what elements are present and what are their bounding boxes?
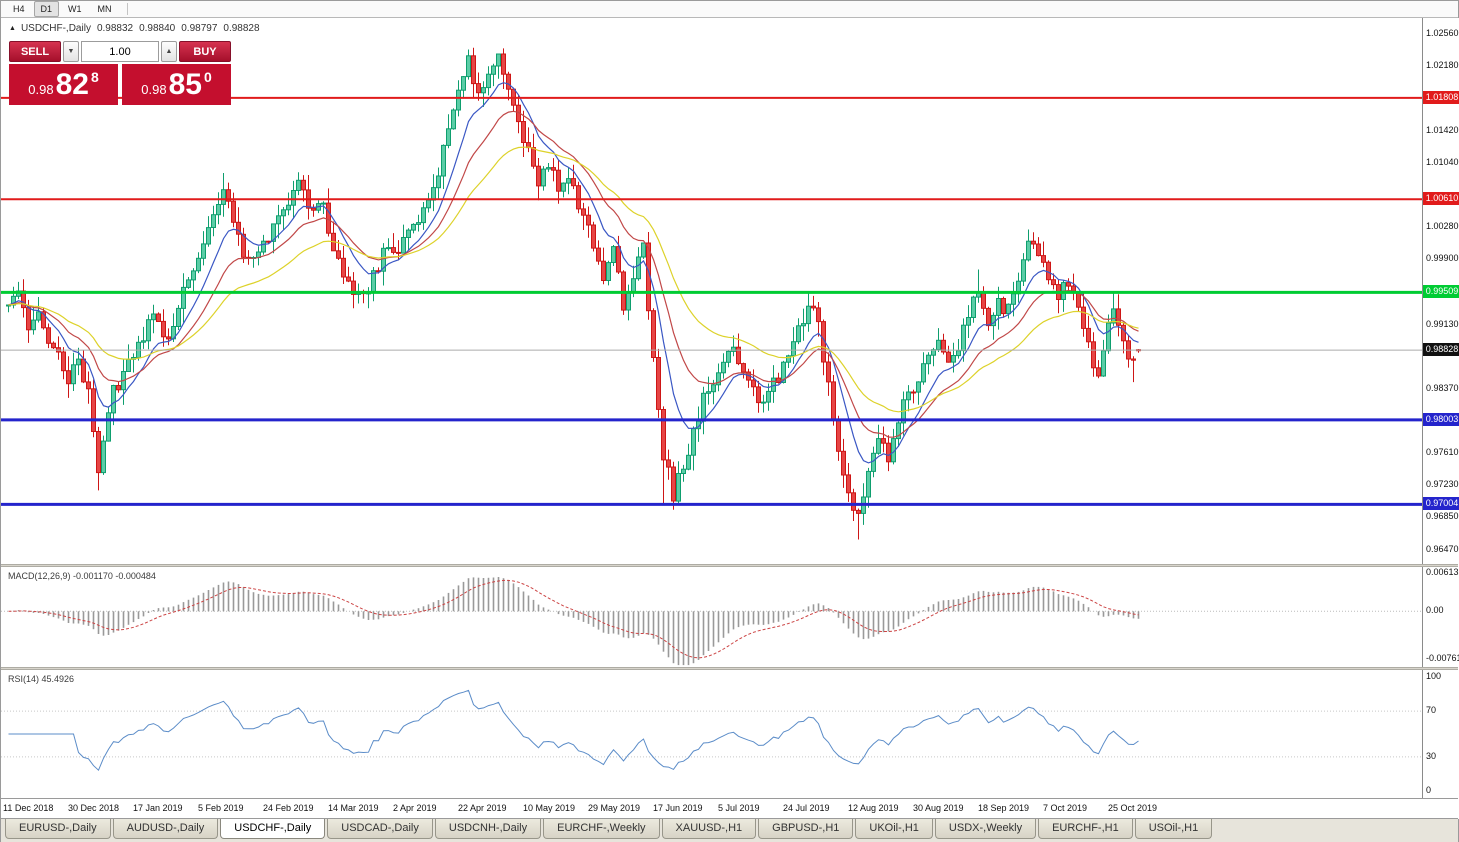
- date-tick-label: 7 Oct 2019: [1043, 803, 1088, 813]
- price-tick-label: 1.02180: [1426, 60, 1459, 71]
- chevron-down-icon: ▼: [67, 48, 75, 55]
- chart-symbol: USDCHF-,Daily: [20, 23, 91, 34]
- price-tick-label: 0.99130: [1426, 318, 1459, 329]
- toolbar-separator: [126, 3, 128, 15]
- date-tick-label: 30 Aug 2019: [913, 803, 964, 813]
- macd-signal-line: [8, 579, 1139, 659]
- buy-price-pipette: 0: [203, 69, 212, 85]
- buy-button[interactable]: BUY: [179, 41, 231, 62]
- macd-indicator-label: MACD(12,26,9) -0.001170 -0.000484: [8, 571, 156, 581]
- timeframe-toolbar: H4 D1 W1 MN: [1, 1, 1458, 18]
- price-tick-label: 70: [1426, 705, 1437, 716]
- rsi-indicator-pane[interactable]: [1, 670, 1422, 798]
- price-level-label: 0.98828: [1423, 343, 1459, 357]
- pane-splitter[interactable]: [1, 564, 1458, 567]
- price-tick-label: 0.97610: [1426, 447, 1459, 458]
- timeframe-button-w1[interactable]: W1: [68, 4, 82, 14]
- rsi-line: [8, 689, 1139, 772]
- price-tick-label: -0.00761: [1426, 653, 1459, 664]
- chart-tab-usdcad-daily[interactable]: USDCAD-,Daily: [327, 819, 433, 839]
- volume-input[interactable]: [81, 41, 159, 62]
- date-tick-label: 17 Jan 2019: [133, 803, 183, 813]
- macd-histogram-group: [12, 577, 1140, 666]
- date-tick-label: 14 Mar 2019: [328, 803, 379, 813]
- ohlc-high: 0.98840: [139, 23, 176, 34]
- one-click-sell-price[interactable]: 0.98 82 8: [9, 64, 118, 105]
- price-tick-label: 1.02560: [1426, 28, 1459, 39]
- date-tick-label: 18 Sep 2019: [978, 803, 1030, 813]
- chart-tab-xauusd-h1[interactable]: XAUUSD-,H1: [661, 819, 757, 839]
- sell-button[interactable]: SELL: [9, 41, 61, 62]
- main-price-chart[interactable]: [1, 19, 1422, 564]
- price-tick-label: 0: [1426, 785, 1432, 796]
- ohlc-open: 0.98832: [96, 23, 134, 34]
- price-level-label: 0.99509: [1423, 285, 1459, 299]
- ohlc-low: 0.98797: [181, 23, 218, 34]
- chart-tab-audusd-daily[interactable]: AUDUSD-,Daily: [112, 819, 219, 839]
- timeframe-button-mn[interactable]: MN: [97, 4, 112, 14]
- volume-decrease-button[interactable]: ▼: [63, 41, 79, 62]
- price-tick-label: 0.98370: [1426, 382, 1459, 393]
- one-click-trading-panel: SELL ▼ ▲ BUY 0.98 82 8 0.98 85 0: [9, 41, 231, 105]
- chart-ohlc-info: ▲ USDCHF-,Daily 0.98832 0.98840 0.98797 0.988…: [9, 23, 260, 34]
- timeframe-button-h4[interactable]: H4: [13, 4, 25, 14]
- chart-tab-usdchf-daily[interactable]: USDCHF-,Daily: [220, 819, 326, 839]
- price-axis[interactable]: 1.02560 1.02180 1.01420 1.01040 1.00280 0.999…: [1422, 18, 1459, 819]
- chart-tab-eurusd-daily[interactable]: EURUSD-,Daily: [5, 819, 111, 839]
- date-tick-label: 24 Jul 2019: [783, 803, 830, 813]
- date-tick-label: 17 Jun 2019: [653, 803, 703, 813]
- price-tick-label: 0.96470: [1426, 543, 1459, 554]
- chart-tab-usdx-weekly[interactable]: USDX-,Weekly: [934, 819, 1037, 839]
- buy-price-prefix: 0.98: [141, 82, 167, 97]
- chart-tab-usdcnh-daily[interactable]: USDCNH-,Daily: [434, 819, 542, 839]
- price-tick-label: 0.96850: [1426, 511, 1459, 522]
- rsi-indicator-label: RSI(14) 45.4926: [8, 674, 75, 684]
- price-tick-label: 1.01040: [1426, 156, 1459, 167]
- buy-price-big-digits: 85: [168, 68, 202, 101]
- chart-tab-bar: EURUSD-,Daily AUDUSD-,Daily USDCHF-,Daily U…: [1, 818, 1458, 842]
- chart-tab-ukoil-h1[interactable]: UKOil-,H1: [855, 819, 933, 839]
- price-tick-label: 0.00613: [1426, 566, 1459, 577]
- time-axis[interactable]: 11 Dec 2018 30 Dec 2018 17 Jan 2019 5 Feb 2…: [1, 798, 1458, 818]
- chart-tab-eurchf-h1[interactable]: EURCHF-,H1: [1038, 819, 1133, 839]
- chart-tab-gbpusd-h1[interactable]: GBPUSD-,H1: [758, 819, 854, 839]
- price-tick-label: 100: [1426, 670, 1442, 681]
- volume-increase-button[interactable]: ▲: [161, 41, 177, 62]
- price-level-label: 0.97004: [1423, 497, 1459, 511]
- macd-indicator-pane[interactable]: [1, 567, 1422, 667]
- chart-tab-eurchf-weekly[interactable]: EURCHF-,Weekly: [543, 819, 660, 839]
- timeframe-button-d1[interactable]: D1: [33, 1, 60, 17]
- pane-splitter[interactable]: [1, 667, 1458, 670]
- date-tick-label: 12 Aug 2019: [848, 803, 899, 813]
- date-tick-label: 30 Dec 2018: [68, 803, 120, 813]
- date-tick-label: 29 May 2019: [588, 803, 641, 813]
- sell-price-pipette: 8: [90, 69, 99, 85]
- price-level-label: 0.98003: [1423, 412, 1459, 426]
- price-level-label: 1.01808: [1423, 90, 1459, 104]
- date-tick-label: 10 May 2019: [523, 803, 576, 813]
- one-click-buy-price[interactable]: 0.98 85 0: [122, 64, 231, 105]
- date-tick-label: 11 Dec 2018: [3, 803, 54, 813]
- sell-price-big-digits: 82: [55, 68, 89, 101]
- price-tick-label: 1.00280: [1426, 221, 1459, 232]
- chart-tab-usoil-h1[interactable]: USOil-,H1: [1134, 819, 1213, 839]
- chevron-up-icon: ▲: [165, 48, 173, 55]
- date-tick-label: 24 Feb 2019: [263, 803, 314, 813]
- symbol-marker-icon: ▲: [9, 25, 16, 32]
- date-tick-label: 2 Apr 2019: [393, 803, 437, 813]
- ohlc-close: 0.98828: [223, 23, 260, 34]
- date-tick-label: 5 Feb 2019: [198, 803, 244, 813]
- price-tick-label: 1.01420: [1426, 124, 1459, 135]
- price-tick-label: 30: [1426, 750, 1437, 761]
- price-tick-label: 0.97230: [1426, 479, 1459, 490]
- sell-price-prefix: 0.98: [28, 82, 54, 97]
- price-tick-label: 0.00: [1426, 605, 1444, 616]
- price-level-label: 1.00610: [1423, 192, 1459, 206]
- date-tick-label: 25 Oct 2019: [1108, 803, 1158, 813]
- moving-averages-group: [8, 82, 1139, 464]
- price-tick-label: 0.99900: [1426, 253, 1459, 264]
- date-tick-label: 22 Apr 2019: [458, 803, 507, 813]
- date-tick-label: 5 Jul 2019: [718, 803, 760, 813]
